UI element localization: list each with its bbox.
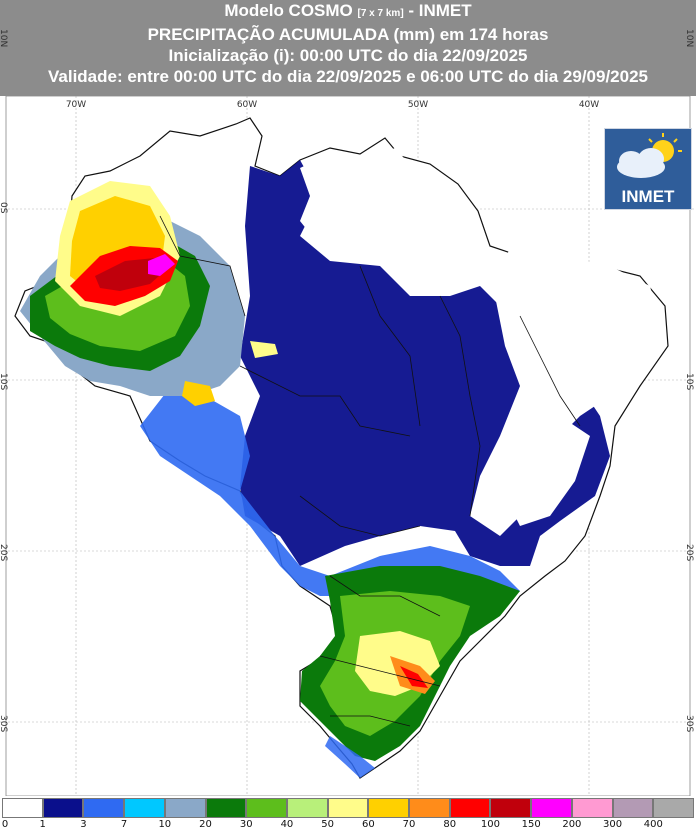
legend-swatch [164, 798, 206, 818]
legend-swatch [449, 798, 491, 818]
dry-region-north [300, 148, 440, 256]
legend-tick-label: 80 [443, 819, 457, 830]
legend-tick-label: 100 [480, 819, 501, 830]
lat-label-right-10s: 10S [684, 373, 694, 390]
header-line-3: Inicialização (i): 00:00 UTC do dia 22/0… [168, 46, 528, 65]
lon-label-40w: 40W [579, 100, 599, 110]
legend-tick-label: 70 [402, 819, 416, 830]
lat-label-left-10s: 10S [0, 373, 8, 390]
legend-tick-label: 3 [80, 819, 87, 830]
legend-tick-label: 1 [39, 819, 46, 830]
legend-tick-label: 20 [199, 819, 212, 830]
legend-swatch [531, 798, 572, 818]
color-scale-legend [0, 796, 696, 832]
precip-50-patch-rondonia [250, 341, 278, 358]
lat-label-right-20s: 20S [684, 544, 694, 561]
legend-swatch [571, 798, 613, 818]
precip-south-blue-edge [325, 736, 375, 778]
legend-swatch [612, 798, 654, 818]
legend-swatch [286, 798, 328, 818]
map-svg: 70W 60W 50W 40W 10N 0S 10S 20S 30S 10N 1… [0, 32, 696, 797]
state-borders [159, 215, 581, 727]
model-source: - INMET [403, 1, 472, 20]
inmet-logo: INMET [604, 128, 692, 210]
legend-tick-label: 40 [280, 819, 294, 830]
legend-swatch [205, 798, 247, 818]
legend-swatch [2, 798, 43, 818]
legend-swatch [124, 798, 165, 818]
model-name: Modelo COSMO [224, 1, 358, 20]
legend-swatch [246, 798, 287, 818]
legend-tick-label: 10 [158, 819, 172, 830]
legend-color-bar [0, 798, 696, 818]
model-resolution: [7 x 7 km] [357, 8, 404, 19]
precip-south-red [400, 666, 428, 688]
legend-swatch [42, 798, 84, 818]
lat-label-right-30s: 30S [684, 715, 694, 732]
legend-tick-label: 0 [1, 819, 9, 830]
header-line-1: Modelo COSMO [7 x 7 km] - INMET [0, 0, 696, 24]
legend-swatch [490, 798, 532, 818]
legend-swatch [409, 798, 450, 818]
legend-swatch [83, 798, 125, 818]
lon-label-70w: 70W [66, 100, 86, 110]
header-line-4: Validade: entre 00:00 UTC do dia 22/09/2… [47, 67, 648, 86]
legend-tick-label: 150 [521, 819, 541, 830]
legend-tick-label: 300 [603, 819, 623, 830]
lat-label-left-20s: 20S [0, 544, 8, 561]
legend-tick-label: 30 [239, 819, 253, 830]
header-line-2: PRECIPITAÇÃO ACUMULADA (mm) em 174 horas [147, 25, 549, 44]
precip-3-7 [140, 381, 520, 626]
map-header: Modelo COSMO [7 x 7 km] - INMET PRECIPIT… [0, 0, 696, 96]
logo-text: INMET [621, 187, 675, 206]
legend-tick-label: 200 [562, 819, 582, 830]
legend-swatch [653, 798, 694, 818]
lat-label-left-30s: 30S [0, 715, 8, 732]
legend-tick-label: 60 [361, 819, 375, 830]
legend-swatch [327, 798, 369, 818]
precip-150-200-hotspot [148, 254, 175, 276]
legend-tick-label: 400 [643, 819, 663, 830]
legend-tick-label: 50 [321, 819, 335, 830]
dry-region-central [500, 416, 590, 526]
precip-50-patch-central [182, 381, 215, 406]
map-area: 70W 60W 50W 40W 10N 0S 10S 20S 30S 10N 1… [0, 32, 696, 797]
sun-cloud-icon [617, 133, 682, 178]
legend-swatch [368, 798, 410, 818]
legend-tick-label: 7 [120, 819, 128, 830]
lon-label-50w: 50W [408, 100, 428, 110]
lat-label-left-0s: 0S [0, 202, 8, 214]
lon-label-60w: 60W [237, 100, 257, 110]
